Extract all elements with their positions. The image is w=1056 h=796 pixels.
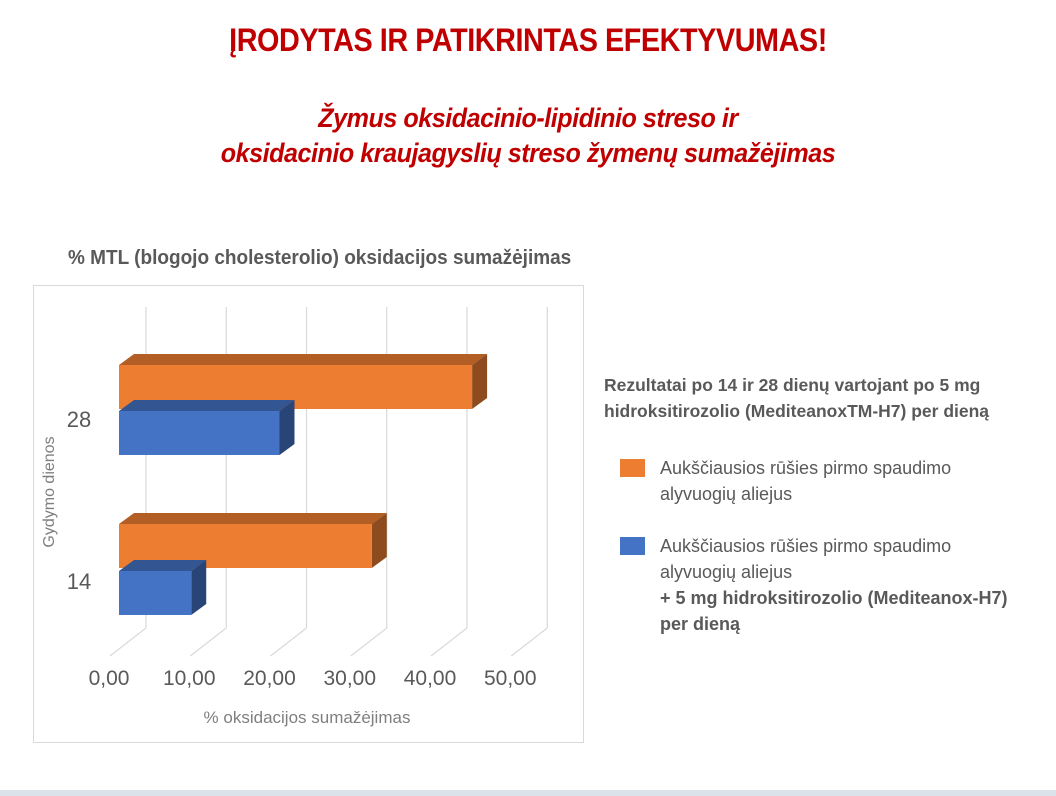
x-tick-label: 10,00 bbox=[163, 667, 216, 690]
x-axis-title: % oksidacijos sumažėjimas bbox=[204, 708, 411, 727]
page-title: ĮRODYTAS IR PATIKRINTAS EFEKTYVUMAS! bbox=[229, 22, 827, 58]
results-heading-line-1: Rezultatai po 14 ir 28 dienų vartojant p… bbox=[604, 375, 981, 395]
legend-item-olive-oil: Aukščiausios rūšies pirmo spaudimo alyvu… bbox=[604, 455, 1054, 507]
page-subtitle-line-2: oksidacinio kraujagyslių streso žymenų s… bbox=[220, 138, 836, 168]
gridline-floor bbox=[270, 627, 307, 657]
chart-title: % MTL (blogojo cholesterolio) oksidacijo… bbox=[68, 247, 572, 269]
results-heading-line-2: hidroksitirozolio (MediteanoxTM-H7) per … bbox=[604, 401, 990, 421]
results-heading: Rezultatai po 14 ir 28 dienų vartojant p… bbox=[604, 372, 1054, 424]
page-subtitle-line-1: Žymus oksidacinio-lipidinio streso ir bbox=[318, 103, 738, 133]
x-tick-label: 30,00 bbox=[323, 667, 376, 690]
y-axis-title: Gydymo dienos bbox=[41, 436, 58, 547]
legend-swatch-orange bbox=[620, 459, 645, 477]
x-tick-label: 40,00 bbox=[404, 667, 457, 690]
bar-chart-svg: 0,00 10,00 20,00 30,00 40,00 50,00 28 14 Gydymo … bbox=[41, 307, 548, 727]
legend-swatch-blue bbox=[620, 537, 645, 555]
bar-14-series-1 bbox=[119, 513, 387, 568]
bar-28-series-2 bbox=[119, 400, 295, 455]
footer-strip bbox=[0, 790, 1056, 796]
gridline-floor bbox=[189, 627, 227, 657]
gridline-floor bbox=[510, 627, 548, 657]
legend1-line-2: alyvuogių aliejus bbox=[660, 484, 793, 504]
gridline-floor bbox=[350, 627, 388, 657]
legend2-line-4: per dieną bbox=[660, 614, 741, 634]
page-subtitle: Žymus oksidacinio-lipidinio streso ir ok… bbox=[37, 101, 1019, 171]
legend1-line-1: Aukščiausios rūšies pirmo spaudimo bbox=[660, 458, 952, 478]
category-label: 14 bbox=[67, 569, 91, 594]
legend2-line-3: + 5 mg hidroksitirozolio (Mediteanox-H7) bbox=[660, 588, 1008, 608]
results-panel: Rezultatai po 14 ir 28 dienų vartojant p… bbox=[604, 372, 1054, 637]
x-tick-label: 0,00 bbox=[89, 667, 130, 690]
x-tick-label: 20,00 bbox=[243, 667, 296, 690]
x-tick-label: 50,00 bbox=[484, 667, 537, 690]
legend2-line-2: alyvuogių aliejus bbox=[660, 562, 793, 582]
bar-chart: 0,00 10,00 20,00 30,00 40,00 50,00 28 14 Gydymo … bbox=[33, 285, 584, 743]
legend2-line-1: Aukščiausios rūšies pirmo spaudimo bbox=[660, 536, 952, 556]
bar-14-series-2 bbox=[119, 560, 207, 615]
legend-item-olive-oil-h7: Aukščiausios rūšies pirmo spaudimo alyvu… bbox=[604, 533, 1054, 637]
gridline-floor bbox=[109, 627, 147, 657]
gridline-floor bbox=[430, 627, 468, 657]
legend-text-olive-oil: Aukščiausios rūšies pirmo spaudimo alyvu… bbox=[660, 455, 951, 507]
category-label: 28 bbox=[67, 407, 91, 432]
legend-text-olive-oil-h7: Aukščiausios rūšies pirmo spaudimo alyvu… bbox=[660, 533, 1008, 637]
